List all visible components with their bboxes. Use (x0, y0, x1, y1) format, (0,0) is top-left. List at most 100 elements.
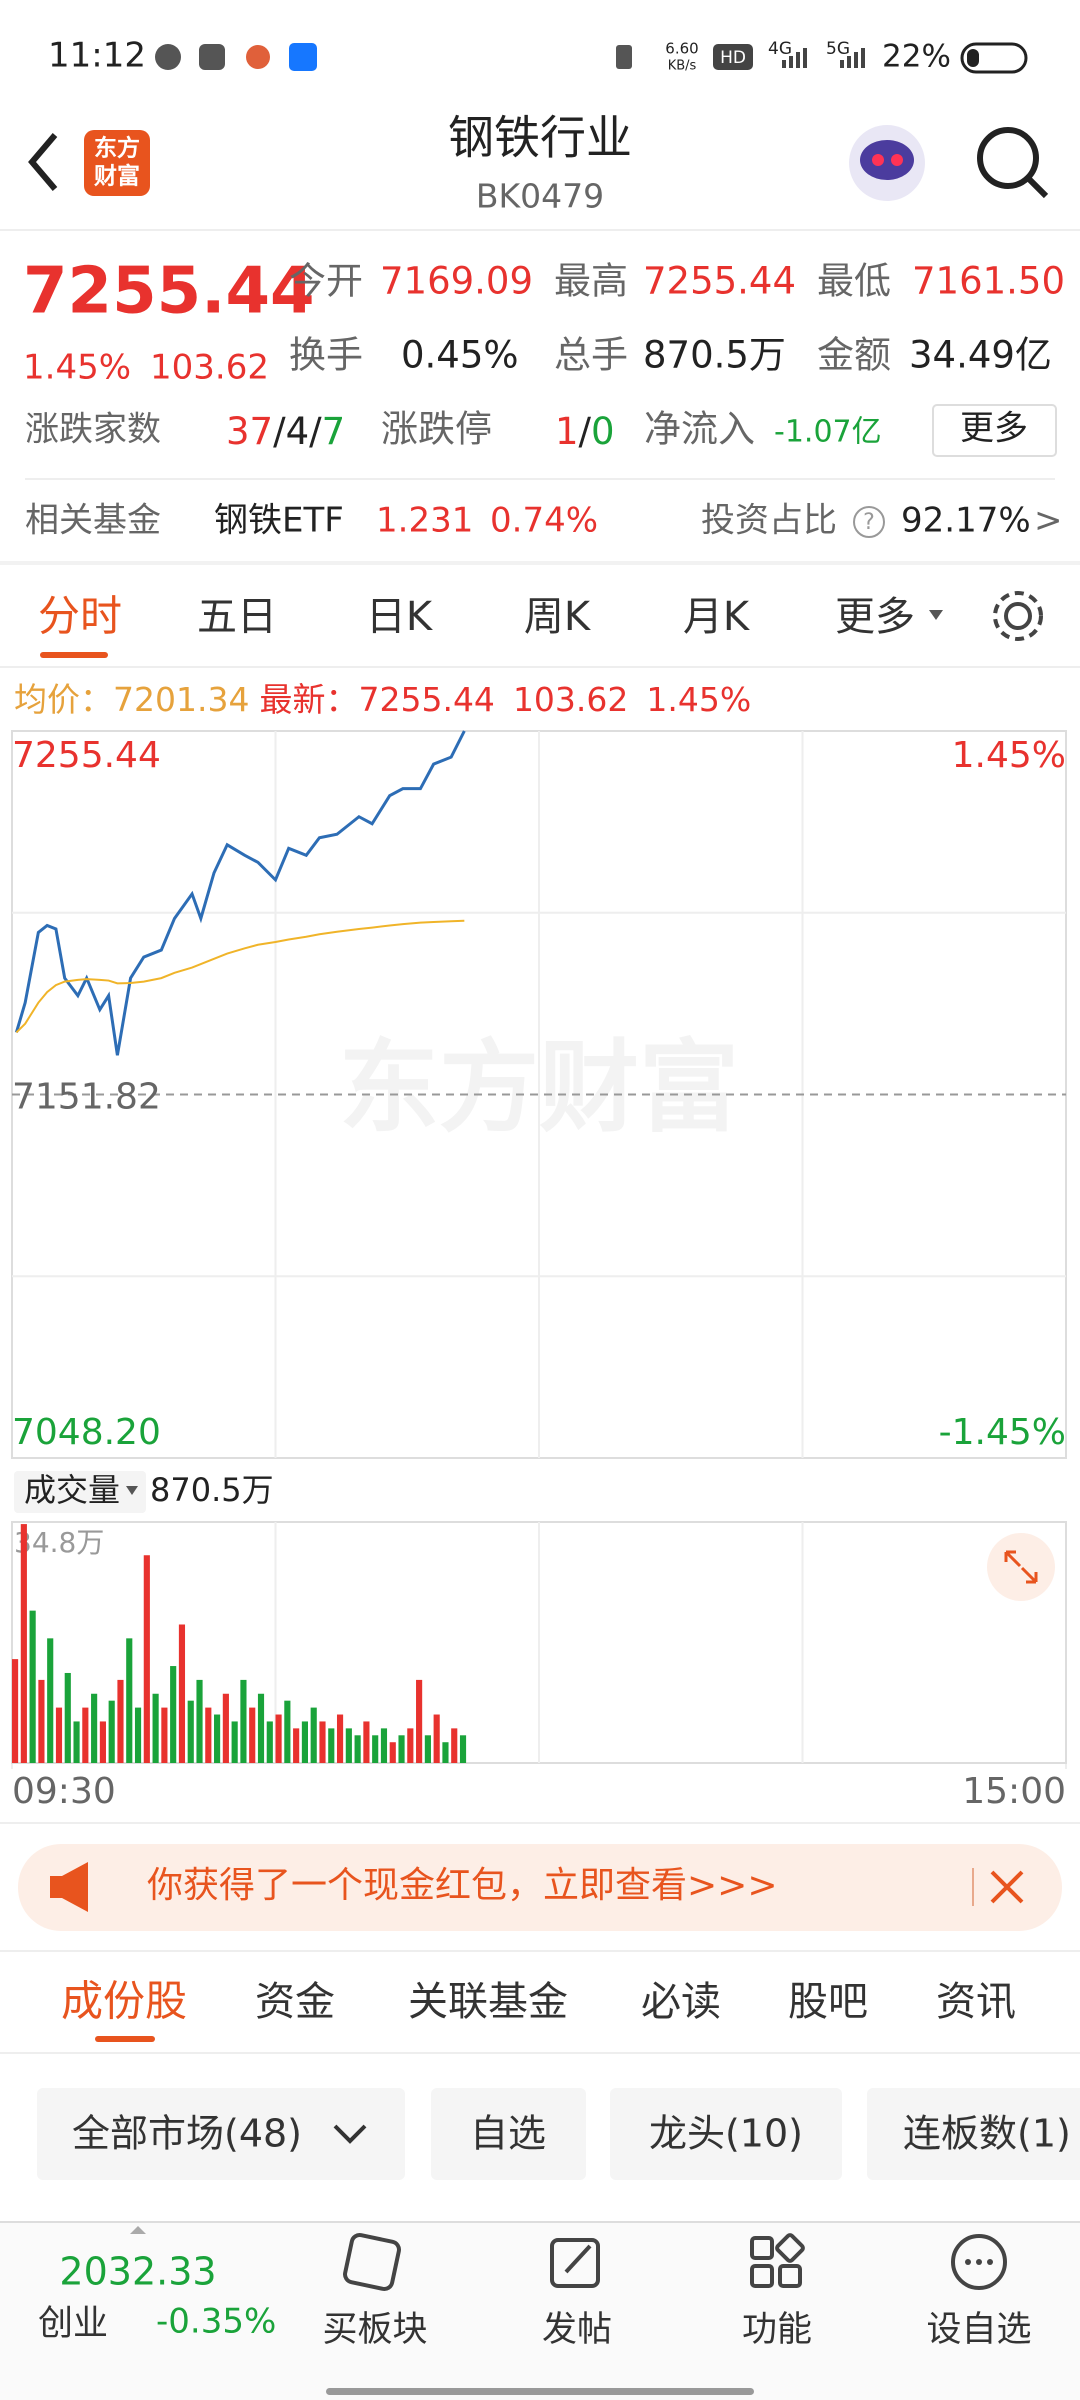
filter-chip[interactable] (431, 2088, 586, 2180)
nav-item[interactable]: 买板块 (322, 2310, 427, 2350)
volume-bar (29, 1610, 36, 1763)
last-label: 最新： (259, 680, 358, 719)
fund-price: 1.231 (376, 501, 473, 541)
period-tab[interactable]: 日K (366, 594, 434, 640)
fund-label: 相关基金 (25, 501, 161, 541)
inflow-value: -1.07亿 (774, 415, 882, 450)
robot-avatar[interactable] (849, 125, 925, 201)
logo-text: 东方 (94, 135, 140, 162)
volume-bar (222, 1693, 229, 1763)
period-tab[interactable]: 更多 (835, 594, 915, 640)
period-tab[interactable]: 分时 (38, 592, 122, 641)
volume-bar (319, 1721, 326, 1763)
more-dots (965, 2259, 993, 2265)
nav-item[interactable]: 功能 (742, 2310, 812, 2350)
nav-item[interactable]: 设自选 (926, 2310, 1031, 2350)
volume-bar (161, 1707, 168, 1763)
period-tab[interactable]: 五日 (197, 594, 277, 640)
filter-chip[interactable] (610, 2088, 842, 2180)
x-tick-label: 15:00 (962, 1771, 1066, 1812)
limit-counts: 1/0 (555, 410, 615, 453)
fund-pct: 0.74% (490, 501, 598, 541)
content-tab[interactable]: 股吧 (788, 1979, 868, 2025)
volume-bar (143, 1555, 150, 1763)
volume-bar (389, 1742, 396, 1763)
signal (782, 48, 807, 68)
last-price: 7255.44 (358, 680, 494, 719)
volume-bar (99, 1721, 106, 1763)
search-button[interactable] (977, 127, 1049, 199)
volume-bar (310, 1707, 317, 1763)
volume-bar (275, 1714, 282, 1763)
banner-text: 你获得了一个现金红包，立即查看>>> (147, 1865, 778, 1906)
change: 103.62 (150, 348, 269, 388)
volume-bar (301, 1721, 308, 1763)
volume-bar (293, 1728, 300, 1763)
y-tick-label: 34.8万 (14, 1526, 104, 1559)
summary: 均价：7201.34 最新：7255.44 103.62 1.45% (14, 680, 751, 719)
volume-bar (363, 1721, 370, 1763)
nav-item[interactable]: 发帖 (542, 2310, 612, 2350)
volume-bar (266, 1721, 273, 1763)
avg-price: 7201.34 (113, 680, 249, 719)
megaphone-icon (50, 1862, 88, 1912)
field-label: 总手 (554, 334, 628, 377)
app-logo (84, 130, 150, 196)
rise-fall-counts: 37/4/7 (226, 410, 345, 453)
flat-count: 4 (286, 410, 310, 453)
volume-selector[interactable] (14, 1471, 146, 1513)
expand-arrow[interactable] (130, 2226, 146, 2234)
content-tab[interactable]: 必读 (641, 1979, 721, 2025)
volume-bar (205, 1707, 212, 1763)
ratio-arrow[interactable]: > (1034, 501, 1063, 541)
volume-bar (91, 1693, 98, 1763)
volume-bar (117, 1679, 124, 1763)
volume-bar (345, 1728, 352, 1763)
vibrate-icon (616, 45, 632, 69)
volume-bar (73, 1721, 80, 1763)
y-tick-label: 7151.82 (12, 1077, 161, 1118)
pct-label: -1.45% (939, 1412, 1066, 1453)
settings-button[interactable] (993, 591, 1043, 641)
filter-chip[interactable] (37, 2088, 405, 2180)
content-tab[interactable]: 关联基金 (408, 1979, 568, 2025)
tab-indicator (95, 2036, 155, 2042)
content-tab[interactable]: 成份股 (61, 1977, 187, 2026)
board-code: BK0479 (476, 177, 604, 216)
net-speed: 6.60 (665, 40, 698, 58)
volume-bar (398, 1735, 405, 1763)
hd-icon (713, 44, 753, 70)
close-banner[interactable] (990, 1870, 1024, 1904)
filter-text: 连板数(1) (903, 2112, 1071, 2156)
volume-bar (196, 1679, 203, 1763)
filter-chip[interactable] (867, 2088, 1080, 2180)
volume-bar (214, 1714, 221, 1763)
index-name: 创业 (38, 2304, 108, 2344)
bottom-nav (0, 2222, 1080, 2400)
y-tick-label: 7048.20 (12, 1412, 161, 1453)
clock: 11:12 (48, 36, 146, 76)
net-type: 5G (826, 39, 850, 59)
volume-bar (20, 1524, 27, 1763)
separator: / (579, 410, 592, 453)
nav-icons (343, 2233, 1007, 2291)
limit-down: 0 (591, 410, 615, 453)
period-tab[interactable]: 月K (683, 594, 751, 640)
volume-bar (108, 1700, 115, 1763)
pct-label: 1.45% (952, 735, 1066, 776)
content-tab[interactable]: 资讯 (936, 1979, 1016, 2025)
content-tab[interactable]: 资金 (255, 1979, 335, 2025)
volume-bar (12, 1659, 19, 1763)
volume-bar (240, 1679, 247, 1763)
back-button[interactable] (28, 133, 58, 191)
expand-button[interactable] (987, 1533, 1055, 1601)
more-button[interactable] (932, 404, 1057, 457)
section-gap (0, 561, 1080, 565)
volume-bar (284, 1700, 291, 1763)
promo-banner[interactable] (18, 1844, 1062, 1931)
volume-bar (442, 1742, 449, 1763)
help-icon[interactable] (853, 506, 885, 538)
period-tab[interactable]: 周K (524, 594, 592, 640)
counts-label: 涨跌家数 (25, 410, 161, 450)
